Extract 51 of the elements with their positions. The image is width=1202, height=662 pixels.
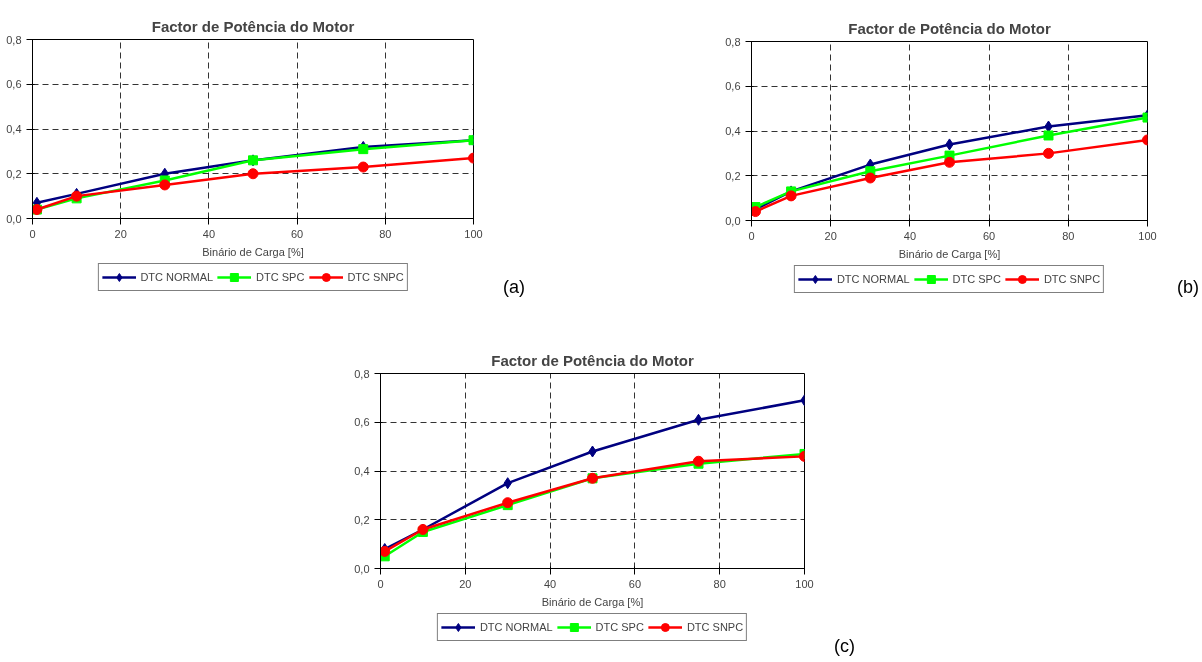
y-tick-label: 0,0 <box>354 562 370 575</box>
x-tick-label: 20 <box>114 227 127 240</box>
text: (a) <box>503 276 525 299</box>
x-tick-label: 100 <box>1138 229 1157 242</box>
x-tick-label: 40 <box>202 227 216 240</box>
y-tick-label: 0,2 <box>6 167 22 180</box>
x-tick-label: 80 <box>379 227 392 240</box>
y-tick-label: 0,2 <box>354 513 370 526</box>
legend-label: DTC SNPC <box>686 621 744 633</box>
legend-label: DTC SNPC <box>1043 273 1101 285</box>
y-tick-label: 0,8 <box>725 35 741 48</box>
x-tick-label: 0 <box>377 577 384 590</box>
x-tick-label: 80 <box>1062 229 1075 242</box>
text: (b) <box>1177 276 1199 299</box>
chart-title: Factor de Potência do Motor <box>848 19 1051 37</box>
x-tick-label: 40 <box>903 229 917 242</box>
x-tick-label: 60 <box>982 229 996 242</box>
y-tick-label: 0,6 <box>725 80 741 93</box>
y-tick-label: 0,4 <box>354 465 370 477</box>
y-tick-label: 0,2 <box>725 169 741 182</box>
chart-title: Factor de Potência do Motor <box>151 17 355 35</box>
x-tick-label: 0 <box>748 229 755 242</box>
x-tick-label: 60 <box>628 577 642 590</box>
legend-label: DTC SPC <box>952 273 1001 285</box>
x-axis-title: Binário de Carga [%] <box>202 245 304 258</box>
y-tick-label: 0,0 <box>725 214 741 227</box>
chart-title: Factor de Potência do Motor <box>491 351 694 369</box>
y-tick-label: 0,4 <box>6 123 22 135</box>
y-tick-label: 0,8 <box>354 367 370 380</box>
y-tick-label: 0,6 <box>354 416 370 429</box>
y-tick-label: 0,6 <box>6 78 22 91</box>
y-tick-label: 0,8 <box>6 33 22 46</box>
x-axis-title: Binário de Carga [%] <box>541 595 644 608</box>
legend-label: DTC SNPC <box>347 271 404 283</box>
x-tick-label: 100 <box>464 227 483 240</box>
x-tick-label: 20 <box>824 229 837 242</box>
y-tick-label: 0,4 <box>725 125 741 137</box>
text: (c) <box>834 635 855 658</box>
legend-label: DTC NORMAL <box>836 273 910 285</box>
legend-label: DTC SPC <box>595 621 644 633</box>
x-tick-label: 100 <box>795 577 814 590</box>
y-tick-label: 0,0 <box>6 212 22 225</box>
x-tick-label: 0 <box>29 227 36 240</box>
x-tick-label: 40 <box>543 577 557 590</box>
x-tick-label: 20 <box>459 577 472 590</box>
legend-label: DTC SPC <box>256 271 305 283</box>
legend-label: DTC NORMAL <box>479 621 553 633</box>
x-tick-label: 80 <box>713 577 726 590</box>
x-axis-title: Binário de Carga [%] <box>898 247 1001 260</box>
legend-label: DTC NORMAL <box>140 271 214 283</box>
x-tick-label: 60 <box>290 227 304 240</box>
